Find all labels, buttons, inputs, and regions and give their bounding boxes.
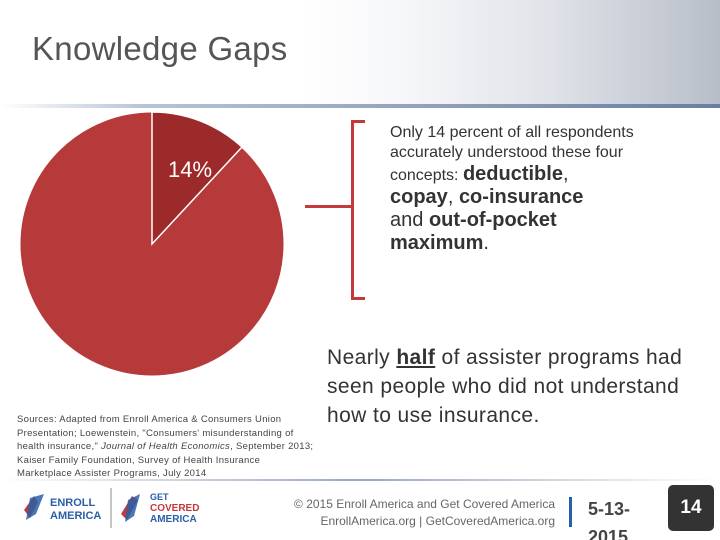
callout-connector	[305, 205, 351, 208]
header-divider	[0, 104, 720, 108]
footer-websites: EnrollAmerica.org | GetCoveredAmerica.or…	[320, 514, 555, 528]
footer-accent-bar	[569, 497, 572, 527]
sources-text-2: , September 2013; Kaiser Family Foundati…	[17, 441, 314, 479]
footer-divider	[0, 479, 720, 481]
separator: .	[483, 232, 489, 254]
callout2-post: of assister programs had seen people who…	[327, 346, 683, 427]
separator: and	[390, 209, 429, 231]
sources-journal: Journal of Health Economics	[101, 441, 231, 452]
logo-covered-text: COVERED	[150, 503, 199, 514]
separator: ,	[562, 163, 569, 185]
term-coinsurance: co-insurance	[458, 186, 584, 208]
callout-bracket	[351, 120, 365, 300]
term-deductible: deductible	[462, 163, 563, 185]
callout-intro: Only 14 percent of all respondents accur…	[390, 124, 634, 184]
sources-text: Sources: Adapted from Enroll America & C…	[17, 414, 294, 452]
pie-slice-14	[151, 111, 244, 246]
term-oop-max: out-of-pocket maximum	[390, 209, 557, 254]
page-number-badge: 14	[668, 485, 714, 531]
slide-title: Knowledge Gaps	[32, 30, 288, 67]
enroll-america-logo: ENROLL AMERICA	[24, 494, 101, 522]
get-covered-america-logo: GET COVERED AMERICA	[121, 492, 199, 525]
callout-knowledge: Only 14 percent of all respondents accur…	[390, 123, 650, 255]
term-copay: copay	[390, 186, 448, 208]
pie-chart	[0, 108, 300, 408]
footer-date: 5-13-2015	[588, 499, 631, 540]
logo-america2-text: AMERICA	[150, 514, 197, 525]
logo-enroll-text: ENROLL	[50, 497, 96, 509]
logo-divider	[110, 488, 112, 528]
callout2-emphasis: half	[396, 346, 436, 369]
callout-assisters: Nearly half of assister programs had see…	[327, 343, 712, 430]
separator: ,	[447, 186, 459, 208]
logo-get-text: GET	[150, 492, 169, 502]
logo-america-text: AMERICA	[50, 510, 101, 522]
header-photo	[300, 0, 720, 108]
pie-slice-label: 14%	[168, 157, 213, 182]
sources-note: Sources: Adapted from Enroll America & C…	[17, 413, 317, 481]
footer-copyright: © 2015 Enroll America and Get Covered Am…	[294, 497, 555, 511]
footer-credits: © 2015 Enroll America and Get Covered Am…	[245, 496, 555, 530]
callout2-pre: Nearly	[327, 346, 397, 369]
